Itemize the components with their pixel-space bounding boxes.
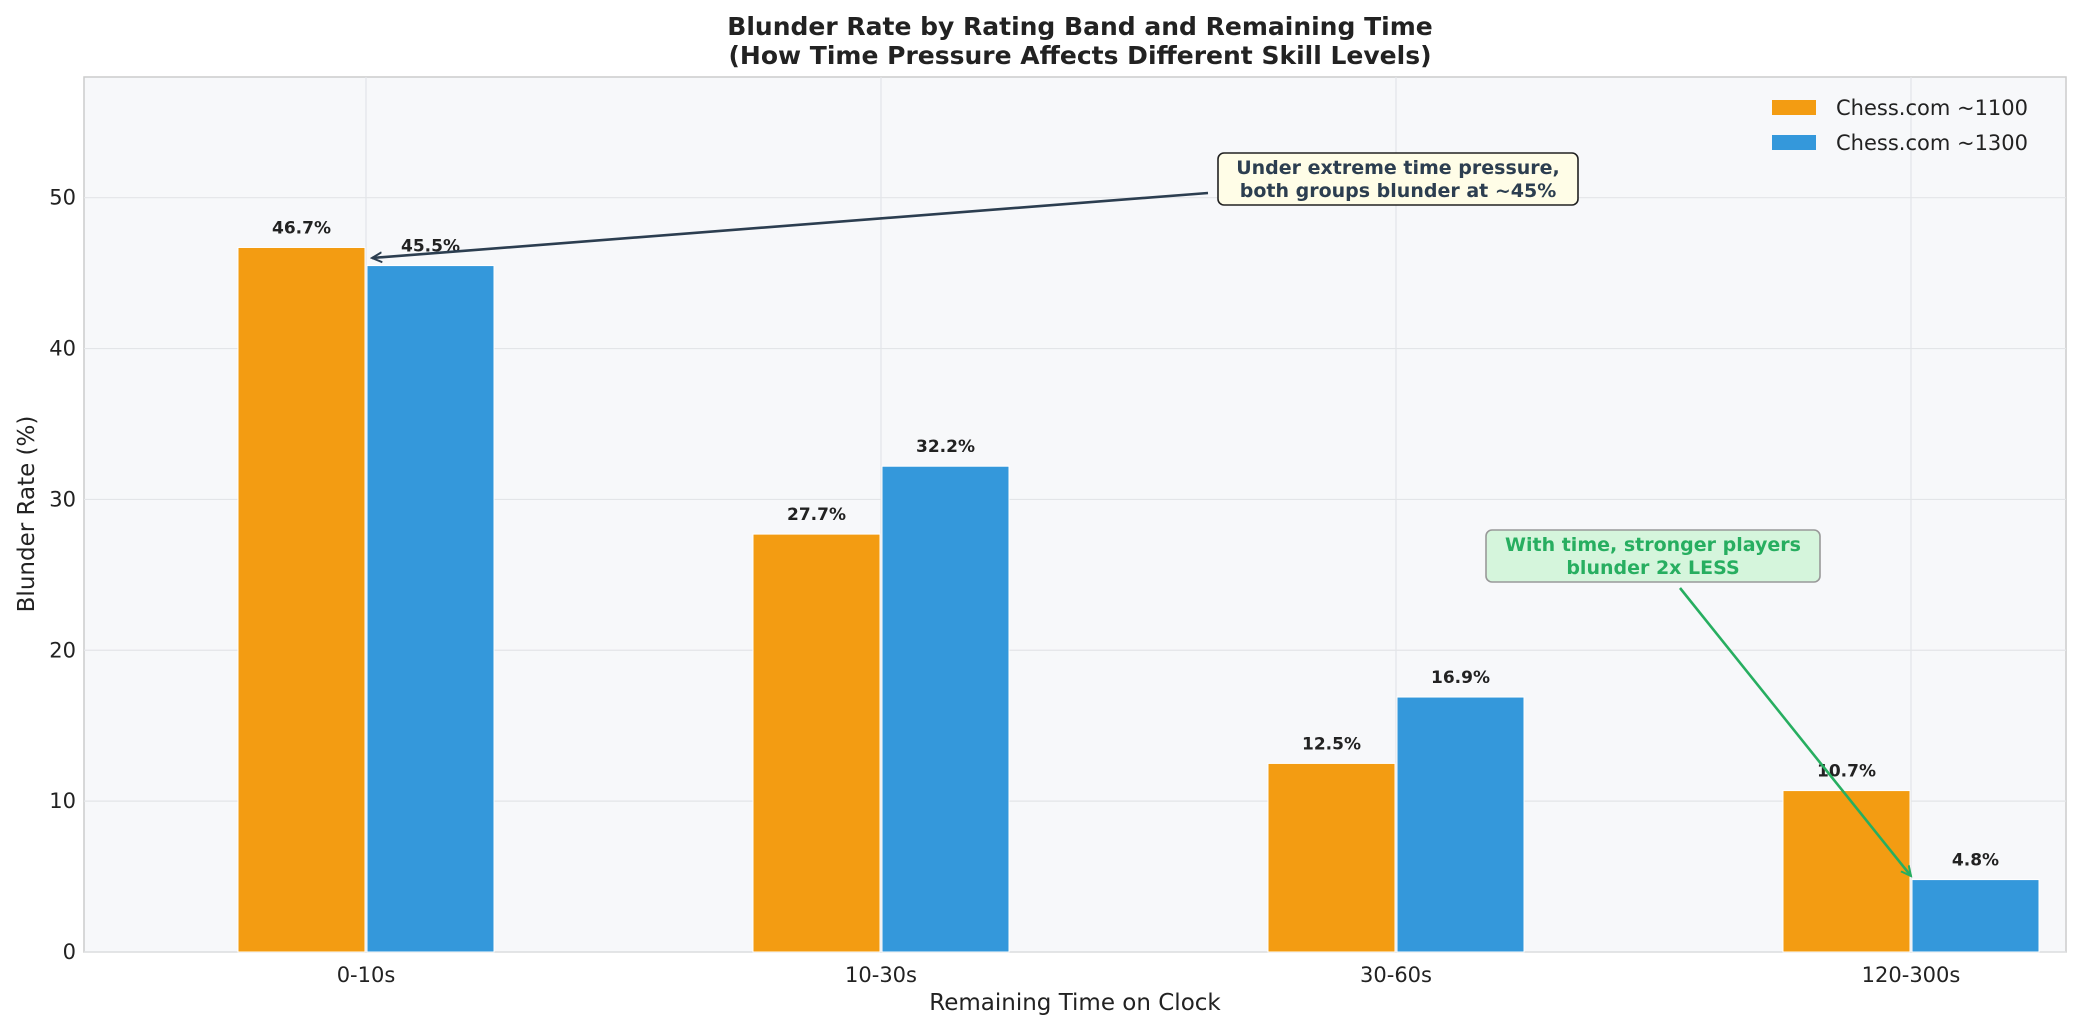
bar <box>237 246 366 953</box>
annotation-arrow <box>1678 587 1911 876</box>
bar-value-label: 4.8% <box>1952 851 1999 871</box>
bar <box>752 533 881 953</box>
bar-value-label: 12.5% <box>1302 734 1361 754</box>
x-tick-label: 30-60s <box>1360 963 1432 987</box>
legend-swatch <box>1772 135 1816 150</box>
y-axis-label: Blunder Rate (%) <box>14 416 40 613</box>
y-tick-label: 50 <box>49 186 76 210</box>
annotation-arrow <box>372 191 1209 258</box>
annotation-box <box>1217 152 1579 206</box>
bar <box>1396 696 1525 953</box>
bar <box>881 465 1010 953</box>
x-tick-label: 10-30s <box>845 963 917 987</box>
annotation-box <box>1485 529 1821 583</box>
x-tick-label: 120-300s <box>1862 963 1961 987</box>
x-tick-label: 0-10s <box>337 963 396 987</box>
legend-label: Chess.com ~1300 <box>1836 131 2028 155</box>
bar <box>1911 879 2040 953</box>
x-axis-label: Remaining Time on Clock <box>929 990 1221 1016</box>
bar-value-label: 46.7% <box>272 218 331 238</box>
data-labels: 46.7%27.7%12.5%10.7%45.5%32.2%16.9%4.8% <box>272 218 1999 870</box>
y-tick-label: 10 <box>49 789 76 813</box>
y-tick-label: 20 <box>49 638 76 662</box>
y-tick-label: 0 <box>63 940 76 964</box>
bar <box>1782 790 1911 953</box>
legend: Chess.com ~1100 Chess.com ~1300 <box>1772 96 2028 155</box>
bar-value-label: 16.9% <box>1431 668 1490 688</box>
bar-value-label: 27.7% <box>787 505 846 525</box>
annotation-text: Under extreme time pressure, <box>1236 157 1560 179</box>
bar <box>366 265 495 953</box>
annotation-text: blunder 2x LESS <box>1566 557 1739 579</box>
chart-title: Blunder Rate by Rating Band and Remainin… <box>727 12 1432 41</box>
legend-swatch <box>1772 100 1816 115</box>
y-tick-label: 30 <box>49 487 76 511</box>
x-axis-ticks: 0-10s 10-30s 30-60s 120-300s <box>337 963 1961 987</box>
bar-value-label: 32.2% <box>916 437 975 457</box>
y-tick-label: 40 <box>49 337 76 361</box>
bars <box>237 246 2040 953</box>
annotations: Under extreme time pressure,both groups … <box>372 152 1911 876</box>
bar <box>1267 762 1396 953</box>
annotation-text: With time, stronger players <box>1505 534 1801 556</box>
annotation-text: both groups blunder at ~45% <box>1240 180 1557 202</box>
y-axis-ticks: 0 10 20 30 40 50 <box>49 186 76 964</box>
legend-label: Chess.com ~1100 <box>1836 96 2028 120</box>
chart-subtitle: (How Time Pressure Affects Different Ski… <box>728 41 1431 70</box>
